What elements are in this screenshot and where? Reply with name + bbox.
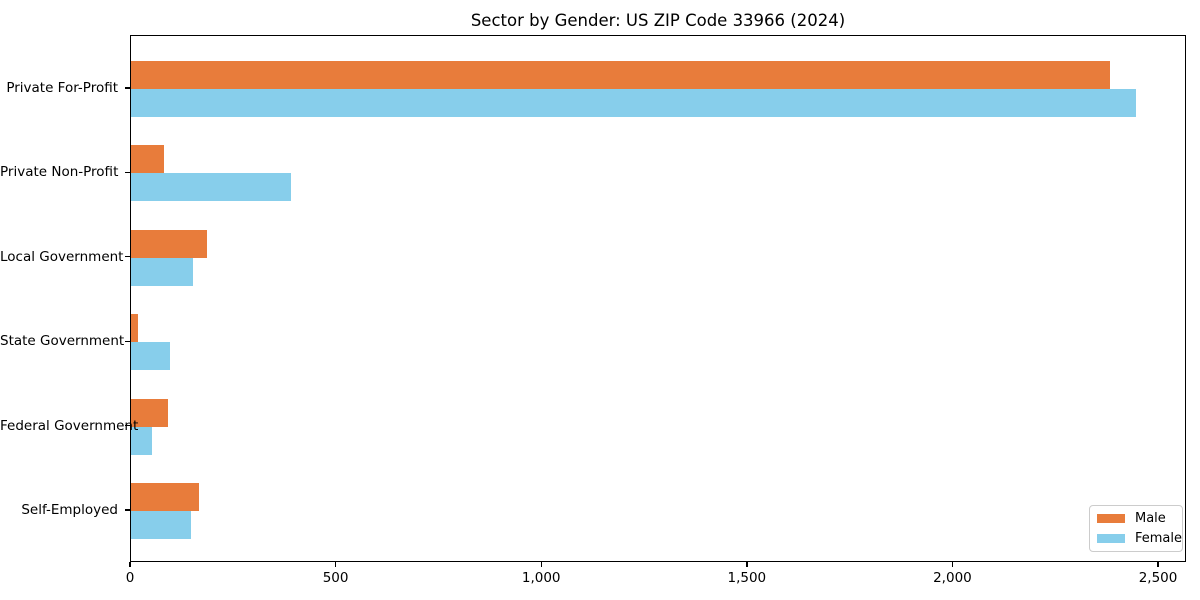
y-tick-label-federal-government: Federal Government	[0, 417, 139, 434]
x-tick-label-500: 500	[322, 570, 349, 586]
y-tick-label-local-government: Local Government	[0, 248, 124, 265]
y-tick-mark	[125, 509, 130, 511]
y-tick-mark	[125, 87, 130, 89]
x-tick-label-1-500: 1,500	[727, 570, 767, 586]
bar-male-private-for-profit	[131, 61, 1110, 89]
x-tick-mark	[129, 562, 131, 567]
bar-male-federal-government	[131, 398, 168, 427]
x-tick-label-2-500: 2,500	[1138, 570, 1178, 586]
legend-label-female: Female	[1135, 531, 1183, 546]
bar-female-private-non-profit	[131, 173, 292, 202]
x-tick-label-1-000: 1,000	[521, 570, 561, 586]
plot-area	[130, 35, 1186, 562]
bar-female-private-for-profit	[131, 89, 1137, 117]
bar-male-self-employed	[131, 483, 199, 511]
x-tick-label-0: 0	[125, 570, 135, 586]
chart-title: Sector by Gender: US ZIP Code 33966 (202…	[470, 11, 846, 30]
bar-female-federal-government	[131, 426, 152, 455]
y-tick-label-private-for-profit: Private For-Profit	[6, 80, 118, 96]
legend-swatch-male	[1097, 513, 1125, 524]
y-tick-mark	[125, 171, 130, 174]
bar-male-private-non-profit	[131, 145, 164, 174]
legend-entry-male: Male	[1097, 510, 1175, 527]
bar-female-local-government	[131, 257, 193, 286]
x-tick-label-2-000: 2,000	[933, 570, 972, 586]
y-tick-label-private-non-profit: Private Non-Profit	[0, 164, 119, 181]
legend-swatch-female	[1097, 533, 1125, 544]
y-tick-label-state-government: State Government	[0, 333, 125, 350]
bar-female-state-government	[131, 342, 171, 371]
y-tick-mark	[125, 340, 130, 342]
legend: Male Female	[1089, 505, 1183, 552]
y-tick-label-self-employed: Self-Employed	[21, 502, 118, 518]
legend-label-male: Male	[1135, 511, 1166, 526]
x-tick-mark	[540, 562, 542, 567]
bar-male-local-government	[131, 229, 208, 258]
x-tick-mark	[951, 562, 954, 567]
x-tick-mark	[334, 562, 337, 567]
bar-female-self-employed	[131, 511, 191, 539]
x-tick-mark	[746, 562, 748, 567]
bar-male-state-government	[131, 314, 139, 343]
x-tick-mark	[1157, 562, 1159, 567]
y-tick-mark	[125, 256, 130, 258]
y-tick-mark	[125, 424, 130, 427]
legend-entry-female: Female	[1097, 530, 1182, 547]
